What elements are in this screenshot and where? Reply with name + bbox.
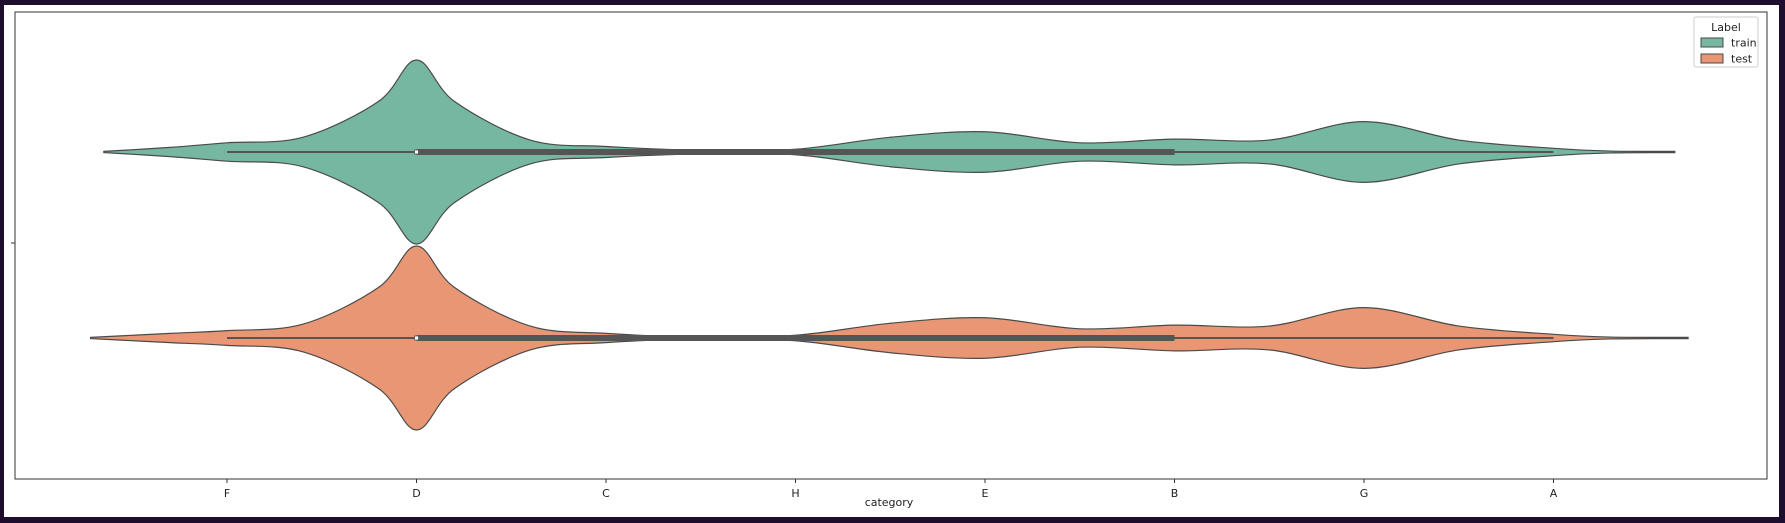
median-marker-test — [414, 335, 419, 341]
x-tick-label-B: B — [1171, 487, 1179, 500]
x-axis-label: category — [865, 496, 914, 509]
x-tick-label-D: D — [412, 487, 420, 500]
legend-swatch-test — [1700, 53, 1724, 64]
median-marker-train — [414, 149, 419, 155]
plot-area-frame — [14, 11, 1768, 480]
x-tick-label-F: F — [224, 487, 230, 500]
legend-swatch-train — [1700, 37, 1724, 48]
x-tick-label-G: G — [1360, 487, 1369, 500]
x-tick-label-A: A — [1550, 487, 1558, 500]
chart-frame: F D C H E B G A category Label train test — [4, 5, 1779, 517]
violin-chart: F D C H E B G A category Label train test — [11, 11, 1768, 509]
legend-label-train: train — [1731, 37, 1757, 50]
x-tick-label-C: C — [602, 487, 610, 500]
x-tick-label-E: E — [982, 487, 989, 500]
iqr-box-train — [416, 149, 1175, 155]
legend-title: Label — [1711, 21, 1741, 34]
legend: Label train test — [1693, 16, 1759, 68]
legend-label-test: test — [1731, 53, 1753, 66]
iqr-box-test — [416, 335, 1175, 341]
x-tick-label-H: H — [791, 487, 799, 500]
